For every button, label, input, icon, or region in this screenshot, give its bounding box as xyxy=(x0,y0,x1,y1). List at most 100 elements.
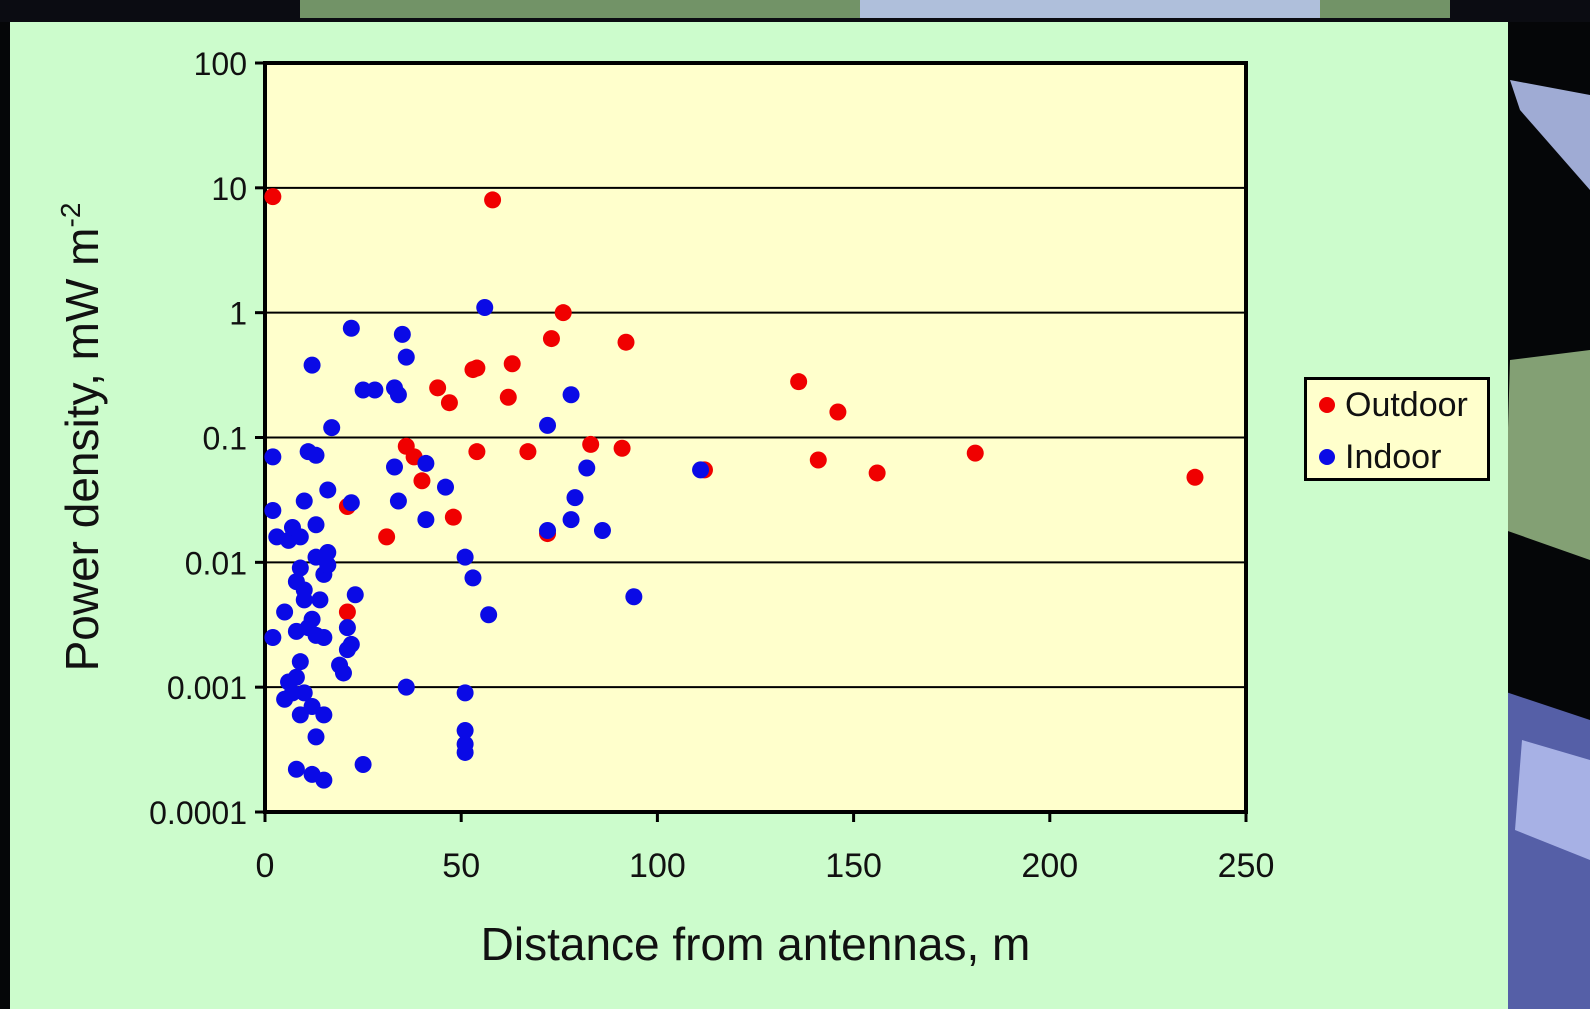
indoor-point xyxy=(307,548,325,566)
x-tick-label: 0 xyxy=(256,847,275,885)
indoor-point xyxy=(354,381,372,399)
indoor-point xyxy=(578,459,596,477)
indoor-point xyxy=(295,492,313,510)
indoor-point xyxy=(291,559,309,577)
y-tick-label: 0.0001 xyxy=(149,795,247,831)
outdoor-point xyxy=(440,394,458,412)
legend-label-outdoor: Outdoor xyxy=(1345,385,1468,424)
indoor-point xyxy=(303,356,321,374)
outdoor-point xyxy=(499,388,517,406)
outdoor-point xyxy=(1186,468,1204,486)
indoor-point xyxy=(692,461,710,479)
indoor-point xyxy=(366,381,384,399)
indoor-point xyxy=(480,606,498,624)
indoor-point xyxy=(397,678,415,696)
indoor-point xyxy=(307,446,325,464)
indoor-point xyxy=(295,591,313,609)
indoor-point xyxy=(456,743,474,761)
legend-item-indoor: Indoor xyxy=(1319,435,1489,479)
outdoor-point xyxy=(519,443,537,461)
outdoor-point xyxy=(429,379,447,397)
outdoor-point xyxy=(378,528,396,546)
indoor-point xyxy=(283,684,301,702)
indoor-point xyxy=(389,386,407,404)
outdoor-point xyxy=(484,191,502,209)
indoor-point xyxy=(354,756,372,774)
indoor-point xyxy=(593,521,611,539)
indoor-point xyxy=(417,454,435,472)
x-tick-label: 50 xyxy=(442,847,480,885)
indoor-point xyxy=(397,348,415,366)
x-tick-label: 250 xyxy=(1218,847,1275,885)
indoor-point xyxy=(539,521,557,539)
outdoor-point xyxy=(868,464,886,482)
indoor-point xyxy=(346,586,364,604)
outdoor-point xyxy=(468,443,486,461)
indoor-point xyxy=(456,548,474,566)
indoor-point xyxy=(287,760,305,778)
indoor-point xyxy=(342,635,360,653)
outdoor-point xyxy=(413,472,431,490)
indoor-point xyxy=(417,511,435,529)
indoor-marker xyxy=(1319,449,1335,465)
x-tick-label: 150 xyxy=(825,847,882,885)
legend-label-indoor: Indoor xyxy=(1345,437,1442,476)
outdoor-point xyxy=(503,355,521,373)
x-tick-label: 100 xyxy=(629,847,686,885)
indoor-point xyxy=(307,516,325,534)
outdoor-point xyxy=(966,444,984,462)
indoor-point xyxy=(315,628,333,646)
indoor-point xyxy=(303,610,321,628)
indoor-point xyxy=(303,698,321,716)
indoor-point xyxy=(393,325,411,343)
y-tick-label: 0.01 xyxy=(185,545,247,581)
y-axis-label: Power density, mW m-2 xyxy=(55,203,108,672)
indoor-point xyxy=(385,458,403,476)
outdoor-point xyxy=(809,451,827,469)
x-tick-label: 200 xyxy=(1021,847,1078,885)
indoor-point xyxy=(539,416,557,434)
indoor-point xyxy=(291,706,309,724)
indoor-point xyxy=(307,728,325,746)
indoor-point xyxy=(456,721,474,739)
outdoor-point xyxy=(264,188,282,206)
outdoor-point xyxy=(444,508,462,526)
indoor-point xyxy=(315,771,333,789)
outdoor-point xyxy=(829,403,847,421)
indoor-point xyxy=(338,619,356,637)
indoor-point xyxy=(287,668,305,686)
outdoor-marker xyxy=(1319,397,1335,413)
outdoor-point xyxy=(617,333,635,351)
y-tick-label: 100 xyxy=(194,46,247,82)
indoor-point xyxy=(456,684,474,702)
indoor-point xyxy=(276,603,294,621)
y-tick-label: 0.001 xyxy=(167,670,247,706)
indoor-point xyxy=(291,653,309,671)
indoor-point xyxy=(295,684,313,702)
indoor-point xyxy=(264,502,282,520)
indoor-point xyxy=(476,298,494,316)
indoor-point xyxy=(315,706,333,724)
outdoor-point xyxy=(582,435,600,453)
indoor-point xyxy=(319,481,337,499)
indoor-point xyxy=(334,664,352,682)
indoor-point xyxy=(464,569,482,587)
outdoor-point xyxy=(613,439,631,457)
indoor-point xyxy=(264,628,282,646)
y-tick-label: 10 xyxy=(211,171,247,207)
indoor-point xyxy=(323,419,341,437)
y-tick-label: 1 xyxy=(229,296,247,332)
x-axis-label: Distance from antennas, m xyxy=(481,918,1031,970)
legend-item-outdoor: Outdoor xyxy=(1319,383,1489,427)
indoor-point xyxy=(562,511,580,529)
indoor-point xyxy=(562,386,580,404)
indoor-point xyxy=(437,478,455,496)
outdoor-point xyxy=(338,603,356,621)
outdoor-point xyxy=(790,373,808,391)
indoor-point xyxy=(264,448,282,466)
legend: Outdoor Indoor xyxy=(1304,377,1490,481)
y-tick-label: 0.1 xyxy=(203,421,247,457)
outdoor-point xyxy=(554,304,572,322)
